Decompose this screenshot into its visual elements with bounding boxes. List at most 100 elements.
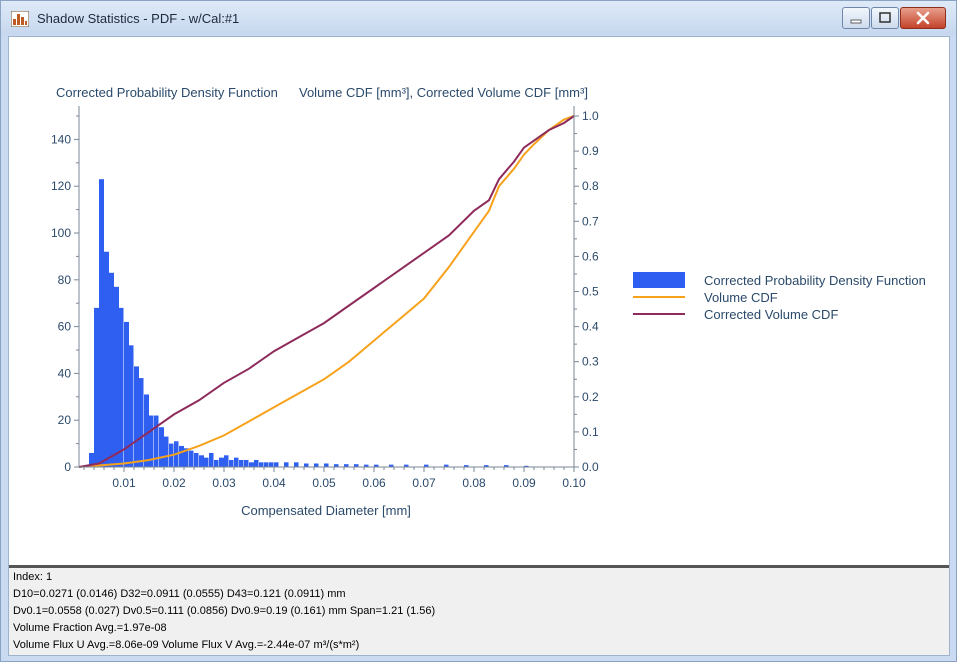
y-right-tick-label: 0.1	[582, 425, 599, 439]
y-right-tick-label: 0.5	[582, 285, 599, 299]
stats-dv: Dv0.1=0.0558 (0.027) Dv0.5=0.111 (0.0856…	[13, 605, 436, 617]
histogram-bar	[374, 464, 379, 467]
histogram-bar	[219, 457, 224, 467]
histogram-bar	[144, 394, 149, 467]
histogram-bar	[129, 345, 134, 467]
histogram-bar	[269, 462, 274, 467]
histogram-bar	[484, 465, 489, 467]
plot-area: Corrected Probability Density Function V…	[9, 37, 949, 565]
histogram-bar	[99, 179, 104, 467]
histogram-bars	[89, 179, 529, 467]
histogram-bar	[199, 455, 204, 467]
histogram-bar	[244, 459, 249, 467]
histogram-bar	[134, 366, 139, 467]
legend-label: Corrected Volume CDF	[704, 307, 838, 322]
axes: 0.01 0.02 0.03 0.04 0.05 0.06 0.07 0.08 0.09 0.10…	[51, 106, 599, 490]
histogram-bar	[344, 464, 349, 467]
stats-index: Index: 1	[13, 571, 53, 583]
histogram-bar	[224, 455, 229, 467]
legend-label: Volume CDF	[704, 290, 778, 305]
histogram-bar	[294, 462, 299, 467]
y-left-tick-label: 120	[51, 179, 71, 193]
minimize-button[interactable]	[842, 7, 870, 29]
histogram-bar	[404, 464, 409, 467]
histogram-bar	[254, 459, 259, 467]
x-tick-label: 0.10	[562, 476, 586, 490]
splitter[interactable]	[9, 565, 949, 568]
y-left-tick-label: 80	[58, 273, 72, 287]
pdf-cdf-chart: Corrected Probability Density Function V…	[51, 85, 926, 518]
histogram-bar	[234, 457, 239, 467]
close-icon	[916, 11, 930, 25]
x-tick-label: 0.08	[462, 476, 486, 490]
histogram-bar	[194, 452, 199, 467]
histogram-bar	[229, 459, 234, 467]
y-left-tick-label: 140	[51, 132, 71, 146]
histogram-bar	[334, 464, 339, 467]
histogram-bar	[389, 464, 394, 467]
legend-swatch-pdf	[633, 272, 685, 288]
x-tick-label: 0.05	[312, 476, 336, 490]
y-left-tick-label: 40	[58, 366, 72, 380]
histogram-bar	[119, 307, 124, 467]
stats-volume-flux: Volume Flux U Avg.=8.06e-09 Volume Flux …	[13, 639, 360, 651]
y-right-tick-label: 0.9	[582, 144, 599, 158]
histogram-bar	[209, 452, 214, 467]
corrected-volume-cdf-line	[78, 115, 575, 468]
legend-label: Corrected Probability Density Function	[704, 273, 926, 288]
x-tick-label: 0.06	[362, 476, 386, 490]
maximize-button[interactable]	[871, 7, 899, 29]
histogram-bar	[94, 307, 99, 467]
histogram-bar	[504, 465, 509, 467]
window-title: Shadow Statistics - PDF - w/Cal:#1	[37, 11, 240, 26]
histogram-bar	[524, 465, 529, 467]
cdf-lines	[78, 115, 575, 468]
x-tick-label: 0.07	[412, 476, 436, 490]
histogram-bar	[154, 415, 159, 467]
y-left-tick-label: 100	[51, 226, 71, 240]
y-left-tick-label: 20	[58, 413, 72, 427]
y-right-tick-label: 0.6	[582, 249, 599, 263]
histogram-bar	[159, 427, 164, 467]
title-bar[interactable]: Shadow Statistics - PDF - w/Cal:#1	[1, 1, 956, 35]
x-tick-label: 0.02	[162, 476, 186, 490]
histogram-bar	[464, 465, 469, 467]
histogram-bar	[284, 462, 289, 467]
histogram-bar	[204, 457, 209, 467]
histogram-bar	[189, 450, 194, 467]
histogram-bar	[364, 464, 369, 467]
histogram-bar	[424, 464, 429, 467]
maximize-icon	[879, 12, 891, 23]
histogram-bar	[179, 445, 184, 467]
y-right-tick-label: 0.4	[582, 320, 599, 334]
minimize-icon	[850, 19, 862, 24]
histogram-bar	[264, 462, 269, 467]
client-area: Corrected Probability Density Function V…	[8, 36, 950, 656]
histogram-bar	[304, 463, 309, 467]
right-axis-title: Volume CDF [mm³], Corrected Volume CDF […	[299, 85, 588, 100]
y-right-tick-label: 0.0	[582, 460, 599, 474]
histogram-bar	[114, 286, 119, 467]
histogram-bar	[314, 463, 319, 467]
x-tick-label: 0.03	[212, 476, 236, 490]
y-right-tick-label: 0.7	[582, 214, 599, 228]
close-button[interactable]	[900, 7, 946, 29]
histogram-bar	[249, 462, 254, 467]
y-right-tick-label: 0.8	[582, 179, 599, 193]
x-tick-label: 0.04	[262, 476, 286, 490]
histogram-bar	[104, 251, 109, 467]
histogram-bar	[89, 452, 94, 467]
histogram-bar	[354, 464, 359, 467]
y-right-tick-label: 0.3	[582, 355, 599, 369]
histogram-bar	[109, 272, 114, 467]
y-right-tick-label: 1.0	[582, 109, 599, 123]
statistics-panel: Index: 1 D10=0.0271 (0.0146) D32=0.0911 …	[9, 568, 949, 655]
histogram-bar	[259, 462, 264, 467]
histogram-bar	[139, 378, 144, 467]
histogram-bar	[149, 415, 154, 467]
histogram-bar	[324, 463, 329, 467]
volume-cdf-line	[78, 115, 575, 468]
chart-app-icon	[11, 11, 29, 27]
x-tick-label: 0.01	[112, 476, 136, 490]
